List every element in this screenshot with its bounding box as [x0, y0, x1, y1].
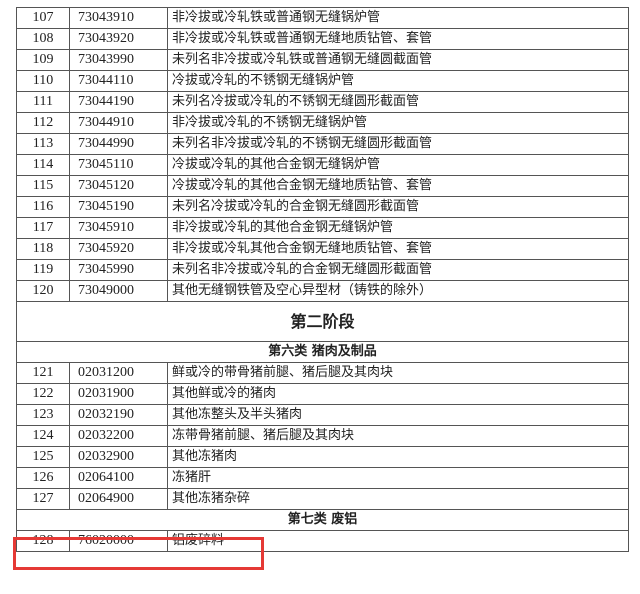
item-description: 鲜或冷的带骨猪前腿、猪后腿及其肉块 [167, 362, 629, 384]
item-description: 非冷拔或冷轧的不锈钢无缝锅炉管 [167, 112, 629, 134]
highlight-box [13, 537, 264, 570]
hs-code: 73045190 [69, 196, 168, 218]
item-description: 未列名非冷拔或冷轧铁或普通钢无缝圆截面管 [167, 49, 629, 71]
item-description: 冻猪肝 [167, 467, 629, 489]
hs-code: 73044110 [69, 70, 168, 92]
item-description: 非冷拔或冷轧铁或普通钢无缝地质钻管、套管 [167, 28, 629, 50]
item-description: 铝废碎料 [167, 530, 629, 552]
hs-code: 73045910 [69, 217, 168, 239]
table-row: 116 73045190 未列名冷拔或冷轧的合金钢无缝圆形截面管 [16, 196, 629, 218]
item-number: 122 [16, 383, 70, 405]
item-number: 123 [16, 404, 70, 426]
table-row: 108 73043920 非冷拔或冷轧铁或普通钢无缝地质钻管、套管 [16, 28, 629, 50]
item-number: 111 [16, 91, 70, 113]
item-description: 冷拔或冷轧的其他合金钢无缝地质钻管、套管 [167, 175, 629, 197]
item-number: 120 [16, 280, 70, 302]
item-description: 其他冻猪杂碎 [167, 488, 629, 510]
table-row: 127 02064900 其他冻猪杂碎 [16, 488, 629, 510]
item-number: 127 [16, 488, 70, 510]
item-number: 125 [16, 446, 70, 468]
item-number: 109 [16, 49, 70, 71]
hs-code: 73043920 [69, 28, 168, 50]
stage-heading: 第二阶段 [16, 301, 629, 342]
table-row: 113 73044990 未列名非冷拔或冷轧的不锈钢无缝圆形截面管 [16, 133, 629, 155]
item-number: 118 [16, 238, 70, 260]
item-number: 119 [16, 259, 70, 281]
hs-code: 02031900 [69, 383, 168, 405]
hs-code: 73045920 [69, 238, 168, 260]
item-description: 其他冻猪肉 [167, 446, 629, 468]
item-number: 113 [16, 133, 70, 155]
item-description: 非冷拔或冷轧的其他合金钢无缝锅炉管 [167, 217, 629, 239]
hs-code: 73045110 [69, 154, 168, 176]
table-row: 112 73044910 非冷拔或冷轧的不锈钢无缝锅炉管 [16, 112, 629, 134]
category-heading-pork: 第六类 猪肉及制品 [16, 341, 629, 363]
item-description: 未列名冷拔或冷轧的不锈钢无缝圆形截面管 [167, 91, 629, 113]
table-row: 110 73044110 冷拔或冷轧的不锈钢无缝锅炉管 [16, 70, 629, 92]
item-description: 冻带骨猪前腿、猪后腿及其肉块 [167, 425, 629, 447]
item-description: 非冷拔或冷轧铁或普通钢无缝锅炉管 [167, 7, 629, 29]
table-row: 121 02031200 鲜或冷的带骨猪前腿、猪后腿及其肉块 [16, 362, 629, 384]
table-row: 115 73045120 冷拔或冷轧的其他合金钢无缝地质钻管、套管 [16, 175, 629, 197]
item-number: 114 [16, 154, 70, 176]
table-row: 124 02032200 冻带骨猪前腿、猪后腿及其肉块 [16, 425, 629, 447]
item-description: 冷拔或冷轧的其他合金钢无缝锅炉管 [167, 154, 629, 176]
hs-code: 02064100 [69, 467, 168, 489]
item-number: 112 [16, 112, 70, 134]
table-row: 111 73044190 未列名冷拔或冷轧的不锈钢无缝圆形截面管 [16, 91, 629, 113]
hs-code: 02032200 [69, 425, 168, 447]
table-row: 119 73045990 未列名非冷拔或冷轧的合金钢无缝圆形截面管 [16, 259, 629, 281]
hs-code: 73045120 [69, 175, 168, 197]
hs-code: 73044910 [69, 112, 168, 134]
table-row: 118 73045920 非冷拔或冷轧其他合金钢无缝地质钻管、套管 [16, 238, 629, 260]
hs-code: 73045990 [69, 259, 168, 281]
hs-code: 73044990 [69, 133, 168, 155]
hs-code: 73049000 [69, 280, 168, 302]
item-description: 其他鲜或冷的猪肉 [167, 383, 629, 405]
item-number: 126 [16, 467, 70, 489]
hs-code: 02064900 [69, 488, 168, 510]
item-number: 121 [16, 362, 70, 384]
table-row: 128 76020000 铝废碎料 [16, 530, 629, 552]
item-number: 124 [16, 425, 70, 447]
item-number: 115 [16, 175, 70, 197]
table-row: 117 73045910 非冷拔或冷轧的其他合金钢无缝锅炉管 [16, 217, 629, 239]
item-description: 未列名冷拔或冷轧的合金钢无缝圆形截面管 [167, 196, 629, 218]
hs-code: 73044190 [69, 91, 168, 113]
table-row: 109 73043990 未列名非冷拔或冷轧铁或普通钢无缝圆截面管 [16, 49, 629, 71]
table-row: 120 73049000 其他无缝钢铁管及空心异型材（铸铁的除外） [16, 280, 629, 302]
table-row: 122 02031900 其他鲜或冷的猪肉 [16, 383, 629, 405]
hs-code: 02032900 [69, 446, 168, 468]
hs-code: 02031200 [69, 362, 168, 384]
item-description: 冷拔或冷轧的不锈钢无缝锅炉管 [167, 70, 629, 92]
item-description: 未列名非冷拔或冷轧的不锈钢无缝圆形截面管 [167, 133, 629, 155]
hs-code: 73043910 [69, 7, 168, 29]
item-description: 其他无缝钢铁管及空心异型材（铸铁的除外） [167, 280, 629, 302]
item-description: 其他冻整头及半头猪肉 [167, 404, 629, 426]
item-number: 116 [16, 196, 70, 218]
hs-code: 02032190 [69, 404, 168, 426]
item-number: 110 [16, 70, 70, 92]
table-row: 126 02064100 冻猪肝 [16, 467, 629, 489]
tariff-list-table: 107 73043910 非冷拔或冷轧铁或普通钢无缝锅炉管 108 73043920 非冷… [16, 7, 629, 552]
table-row: 107 73043910 非冷拔或冷轧铁或普通钢无缝锅炉管 [16, 7, 629, 29]
table-row: 125 02032900 其他冻猪肉 [16, 446, 629, 468]
item-number: 108 [16, 28, 70, 50]
item-number: 117 [16, 217, 70, 239]
category-heading-aluminum: 第七类 废铝 [16, 509, 629, 531]
table-row: 123 02032190 其他冻整头及半头猪肉 [16, 404, 629, 426]
hs-code: 73043990 [69, 49, 168, 71]
item-description: 未列名非冷拔或冷轧的合金钢无缝圆形截面管 [167, 259, 629, 281]
item-number: 107 [16, 7, 70, 29]
table-row: 114 73045110 冷拔或冷轧的其他合金钢无缝锅炉管 [16, 154, 629, 176]
item-description: 非冷拔或冷轧其他合金钢无缝地质钻管、套管 [167, 238, 629, 260]
item-number: 128 [16, 530, 70, 552]
